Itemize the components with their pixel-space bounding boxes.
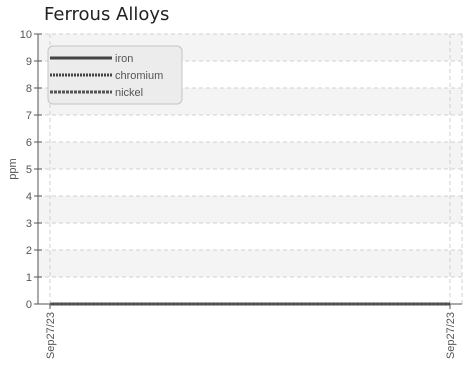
gridlines xyxy=(38,33,463,304)
x-tick-label: Sep27/23 xyxy=(45,312,57,359)
background-band xyxy=(38,250,462,277)
y-tick-label: 4 xyxy=(26,191,32,203)
legend-label-chromium: chromium xyxy=(115,70,163,82)
legend-label-nickel: nickel xyxy=(115,87,143,99)
y-axis-ticks: 0 1 2 3 4 5 6 7 8 9 10 xyxy=(20,29,42,311)
legend-label-iron: iron xyxy=(115,53,133,65)
chart-title: Ferrous Alloys xyxy=(44,4,170,25)
y-axis-title: ppm xyxy=(7,158,19,179)
background-band xyxy=(38,142,462,169)
legend[interactable]: iron chromium nickel xyxy=(47,45,183,105)
y-tick-label: 2 xyxy=(26,245,32,257)
y-tick-label: 0 xyxy=(26,299,32,311)
x-tick-label: Sep27/23 xyxy=(445,312,457,359)
y-tick-label: 6 xyxy=(26,137,32,149)
y-tick-label: 1 xyxy=(26,272,32,284)
x-axis-ticks: Sep27/23 Sep27/23 xyxy=(45,304,457,359)
y-tick-label: 8 xyxy=(26,83,32,95)
background-band xyxy=(38,196,462,223)
y-tick-label: 9 xyxy=(26,56,32,68)
legend-box xyxy=(47,45,183,105)
y-tick-label: 7 xyxy=(26,110,32,122)
y-tick-label: 5 xyxy=(26,164,32,176)
y-tick-label: 10 xyxy=(20,29,32,41)
y-tick-label: 3 xyxy=(26,218,32,230)
